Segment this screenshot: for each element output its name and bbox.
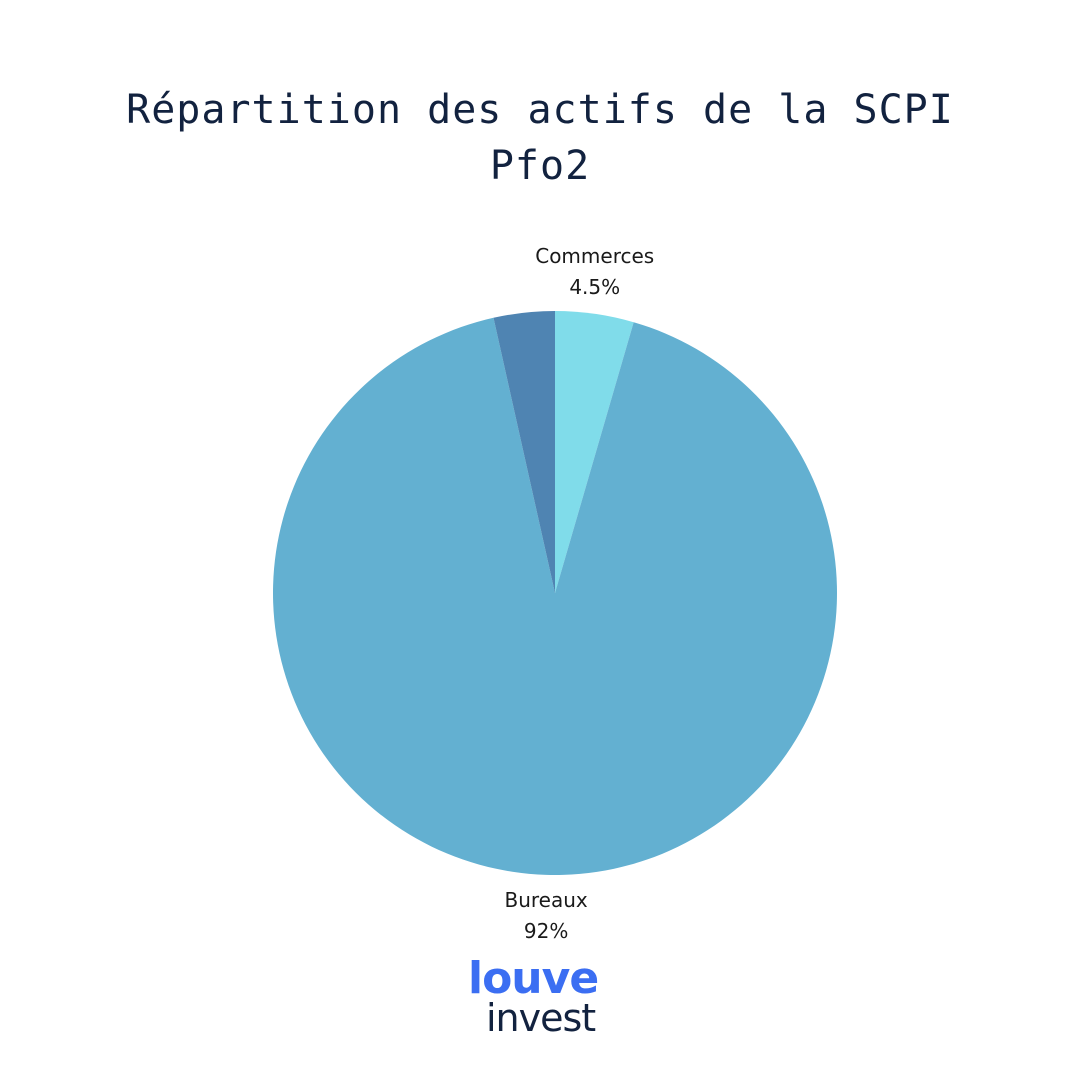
pie-slice-bureaux bbox=[273, 317, 837, 875]
chart-title: Répartition des actifs de la SCPI Pfo2 bbox=[126, 87, 954, 189]
logo-line2: invest bbox=[486, 996, 595, 1040]
pie-slice-commerces bbox=[555, 311, 634, 593]
pie-slice-other-2 bbox=[493, 311, 555, 593]
logo-line1: louve bbox=[468, 955, 598, 1004]
louve-invest-logo: louve invest bbox=[468, 955, 599, 1040]
pie-slices bbox=[273, 311, 837, 875]
pie-labels: Commerces 4.5% Bureaux 92% bbox=[505, 244, 655, 943]
slice-value-commerces: 4.5% bbox=[569, 275, 620, 299]
slice-label-commerces: Commerces bbox=[535, 244, 654, 268]
slice-label-bureaux: Bureaux bbox=[505, 888, 588, 912]
slice-value-bureaux: 92% bbox=[524, 919, 568, 943]
